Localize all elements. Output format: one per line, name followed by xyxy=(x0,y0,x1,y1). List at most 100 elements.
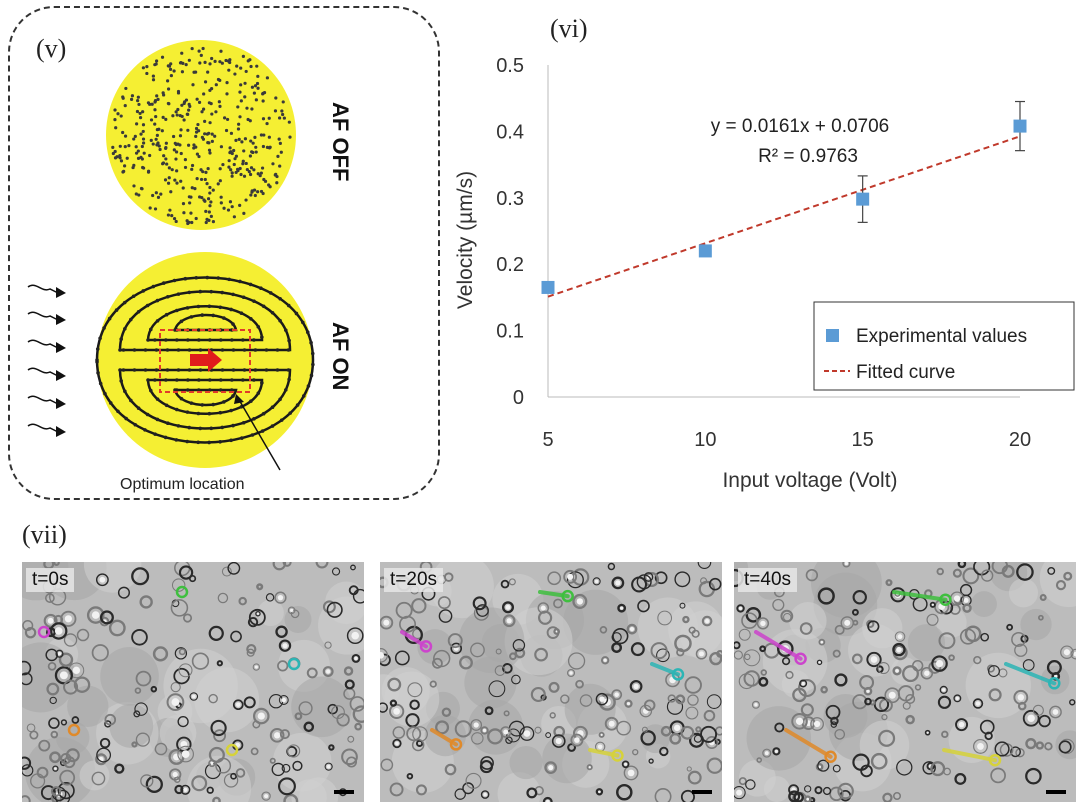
particle xyxy=(229,388,234,392)
cell xyxy=(957,562,967,569)
cell-highlight xyxy=(774,749,778,753)
particle xyxy=(121,368,126,372)
particle xyxy=(121,95,125,99)
cell xyxy=(567,652,586,670)
cell xyxy=(758,676,769,687)
cell xyxy=(227,562,241,575)
particle xyxy=(157,144,161,148)
particle xyxy=(222,116,227,120)
cell-highlight xyxy=(236,702,241,707)
fit-r-squared: R² = 0.9763 xyxy=(758,146,858,167)
particle xyxy=(146,101,151,105)
cell xyxy=(86,606,105,624)
cell xyxy=(679,602,686,609)
cell xyxy=(834,673,848,687)
particle xyxy=(219,49,223,53)
cell xyxy=(217,592,229,604)
particle xyxy=(270,405,275,410)
cell xyxy=(380,702,389,713)
texture-blob xyxy=(848,623,901,677)
particle xyxy=(219,201,223,205)
cell xyxy=(852,694,868,710)
particle xyxy=(211,188,215,192)
cell xyxy=(415,784,427,796)
texture-blob xyxy=(542,733,592,784)
cell xyxy=(287,606,296,615)
cell xyxy=(734,650,743,660)
cell xyxy=(208,693,218,704)
particle-track xyxy=(754,630,803,661)
particle xyxy=(154,348,159,352)
particle xyxy=(218,388,223,392)
cell xyxy=(762,748,772,758)
particle xyxy=(161,91,165,95)
particle xyxy=(258,174,262,178)
cell xyxy=(472,596,487,611)
tracked-particle xyxy=(225,743,239,757)
particle xyxy=(162,154,166,158)
wave-line xyxy=(27,311,59,321)
cell xyxy=(837,782,854,800)
particle xyxy=(208,338,212,342)
cell xyxy=(955,718,969,732)
x-axis-title: Input voltage (Volt) xyxy=(722,469,897,492)
cell-highlight xyxy=(383,619,390,626)
particle xyxy=(274,96,278,100)
cell xyxy=(180,784,191,795)
cell xyxy=(170,599,189,617)
cell-highlight xyxy=(473,722,479,728)
cell-highlight xyxy=(738,606,743,611)
cell xyxy=(741,612,758,629)
cell xyxy=(832,649,841,658)
particle xyxy=(166,79,170,83)
cell xyxy=(45,648,59,662)
cell xyxy=(566,571,584,589)
texture-blob xyxy=(83,562,142,593)
cell xyxy=(695,726,702,733)
cell xyxy=(534,647,548,662)
particle xyxy=(148,153,152,158)
particle xyxy=(283,328,288,332)
cell xyxy=(785,670,794,680)
particle xyxy=(265,76,270,80)
cell-highlight xyxy=(47,617,54,624)
particle xyxy=(187,348,192,352)
cell xyxy=(1014,643,1028,657)
texture-blob xyxy=(194,667,260,733)
cell xyxy=(140,774,154,788)
particle xyxy=(200,313,205,317)
cell xyxy=(380,653,391,667)
particle xyxy=(131,294,136,299)
cell xyxy=(810,717,824,731)
cell xyxy=(65,748,80,763)
schematic-diagram: AF OFF Optimum location AF ON xyxy=(27,40,353,493)
cell-highlight xyxy=(813,720,821,728)
cell xyxy=(213,729,227,743)
cell xyxy=(640,730,656,746)
particle xyxy=(241,338,245,342)
cell-highlight xyxy=(354,656,358,661)
cell xyxy=(230,772,237,780)
particle xyxy=(174,142,178,147)
cell xyxy=(235,768,246,778)
cell xyxy=(22,672,33,686)
particle xyxy=(261,117,266,121)
cell xyxy=(499,726,512,738)
particle xyxy=(231,322,235,326)
annotation-arrowhead-icon xyxy=(234,394,244,404)
particle xyxy=(260,166,265,170)
cell xyxy=(685,706,699,720)
cell xyxy=(572,725,588,741)
cell xyxy=(447,633,463,649)
particle xyxy=(207,218,211,222)
cell-highlight xyxy=(600,733,603,736)
wave-arrowhead-icon xyxy=(56,370,66,381)
particle xyxy=(240,436,244,440)
cell-highlight xyxy=(505,604,511,610)
particle xyxy=(187,290,192,295)
particle xyxy=(216,276,221,280)
cell xyxy=(347,735,355,743)
particle xyxy=(158,147,162,152)
cell xyxy=(1044,742,1053,751)
particle xyxy=(252,299,256,303)
